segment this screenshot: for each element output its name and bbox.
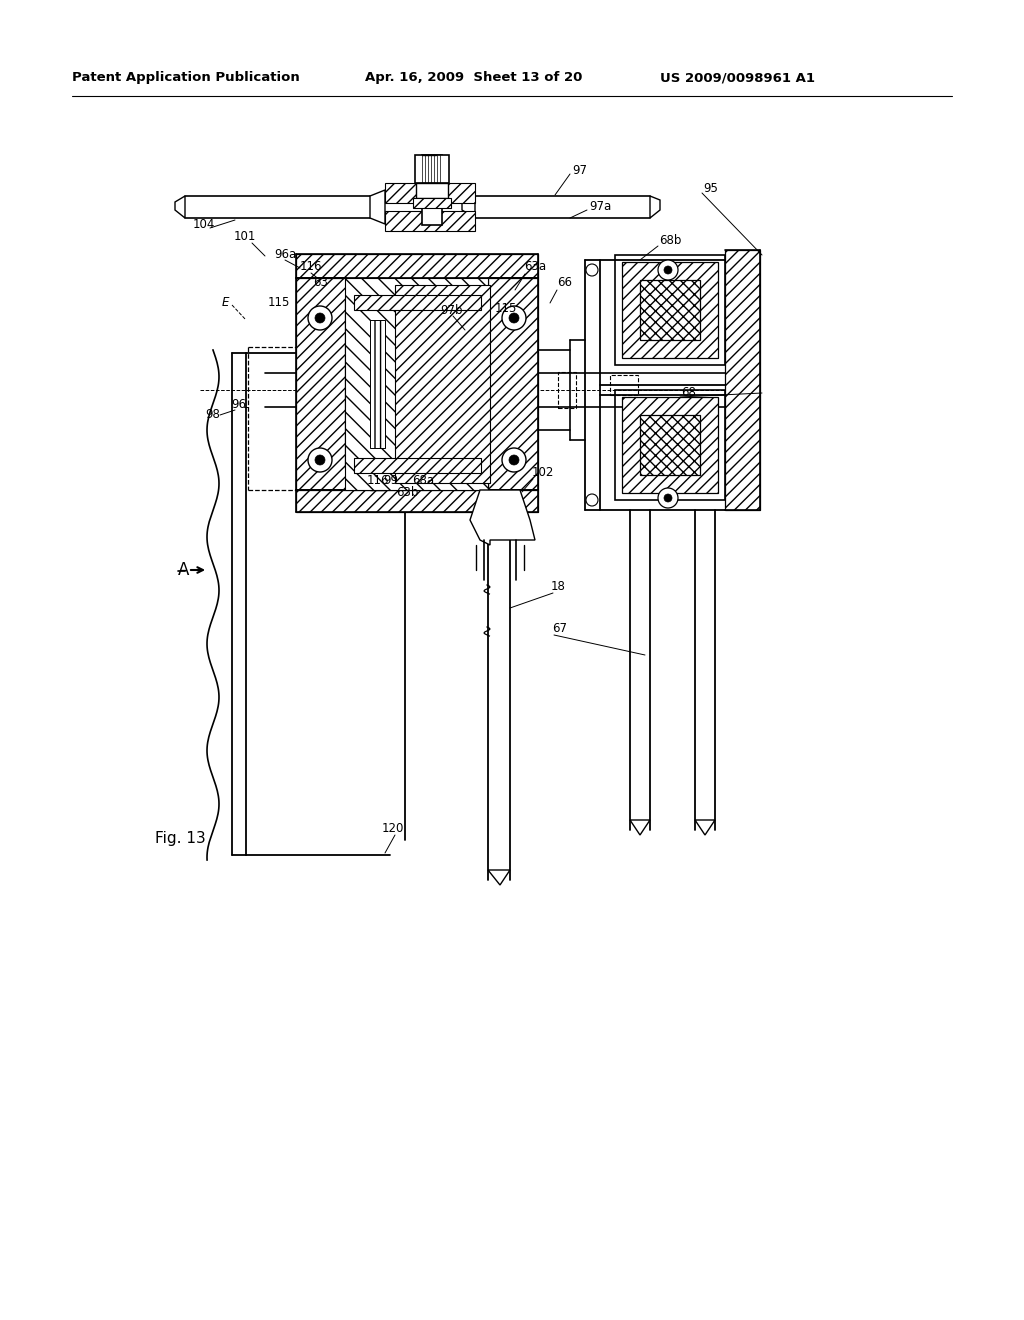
Bar — [345, 300, 395, 469]
Polygon shape — [630, 820, 650, 836]
Text: 99: 99 — [383, 474, 398, 487]
Text: 66: 66 — [557, 276, 572, 289]
Text: 97: 97 — [572, 165, 587, 177]
Bar — [610, 375, 638, 395]
Bar — [640, 414, 700, 475]
Bar — [615, 389, 725, 500]
Circle shape — [509, 313, 519, 323]
Text: 116: 116 — [367, 474, 389, 487]
Bar — [296, 490, 538, 512]
Text: 115: 115 — [268, 296, 291, 309]
Bar — [385, 211, 475, 231]
Bar — [416, 183, 449, 198]
Bar — [354, 294, 481, 310]
Bar — [385, 183, 475, 203]
Text: 97a: 97a — [589, 201, 611, 214]
Polygon shape — [462, 195, 475, 218]
Polygon shape — [470, 490, 535, 545]
Text: 102: 102 — [532, 466, 554, 479]
Bar — [488, 279, 538, 490]
Polygon shape — [488, 870, 510, 884]
Circle shape — [315, 455, 325, 465]
Text: 68b: 68b — [659, 234, 681, 247]
Circle shape — [502, 306, 526, 330]
Text: 116: 116 — [300, 260, 323, 273]
Text: Patent Application Publication: Patent Application Publication — [72, 71, 300, 84]
Bar — [370, 279, 385, 490]
Circle shape — [658, 488, 678, 508]
Text: 95: 95 — [703, 181, 718, 194]
Circle shape — [308, 306, 332, 330]
Text: US 2009/0098961 A1: US 2009/0098961 A1 — [660, 71, 815, 84]
Text: 63a: 63a — [524, 260, 546, 273]
Bar — [354, 458, 481, 473]
Text: E: E — [222, 296, 229, 309]
Text: 68: 68 — [681, 385, 696, 399]
Bar — [370, 319, 385, 447]
Bar — [345, 279, 488, 490]
Circle shape — [586, 494, 598, 506]
Text: 63b: 63b — [396, 487, 419, 499]
Text: 120: 120 — [382, 822, 404, 836]
Bar — [622, 261, 718, 358]
Bar — [296, 253, 538, 279]
Bar — [622, 397, 718, 492]
Circle shape — [658, 260, 678, 280]
Bar — [615, 255, 725, 366]
Bar — [413, 198, 451, 209]
Bar — [395, 285, 490, 483]
Bar — [422, 154, 442, 224]
Bar — [415, 154, 449, 183]
Text: 96a: 96a — [274, 248, 296, 261]
Text: 98: 98 — [205, 408, 220, 421]
Circle shape — [664, 267, 672, 275]
Text: 104: 104 — [193, 218, 215, 231]
Bar — [640, 280, 700, 341]
Circle shape — [664, 494, 672, 502]
Polygon shape — [650, 195, 660, 218]
Polygon shape — [695, 820, 715, 836]
Bar — [296, 279, 346, 490]
Text: Apr. 16, 2009  Sheet 13 of 20: Apr. 16, 2009 Sheet 13 of 20 — [365, 71, 583, 84]
Text: 96: 96 — [231, 397, 246, 411]
Text: 115: 115 — [495, 302, 517, 315]
Text: A: A — [178, 561, 189, 579]
Polygon shape — [175, 195, 185, 218]
Bar — [558, 372, 575, 408]
Text: 101: 101 — [234, 231, 256, 243]
Polygon shape — [370, 190, 385, 224]
Bar — [725, 249, 760, 510]
Circle shape — [509, 455, 519, 465]
Circle shape — [586, 264, 598, 276]
Text: 68a: 68a — [412, 474, 434, 487]
Circle shape — [502, 447, 526, 473]
Text: Fig. 13: Fig. 13 — [155, 830, 206, 846]
Text: 67: 67 — [552, 622, 567, 635]
Text: 18: 18 — [551, 579, 566, 593]
Text: 97b: 97b — [440, 305, 463, 318]
Circle shape — [315, 313, 325, 323]
Circle shape — [308, 447, 332, 473]
Text: 63: 63 — [313, 276, 328, 289]
